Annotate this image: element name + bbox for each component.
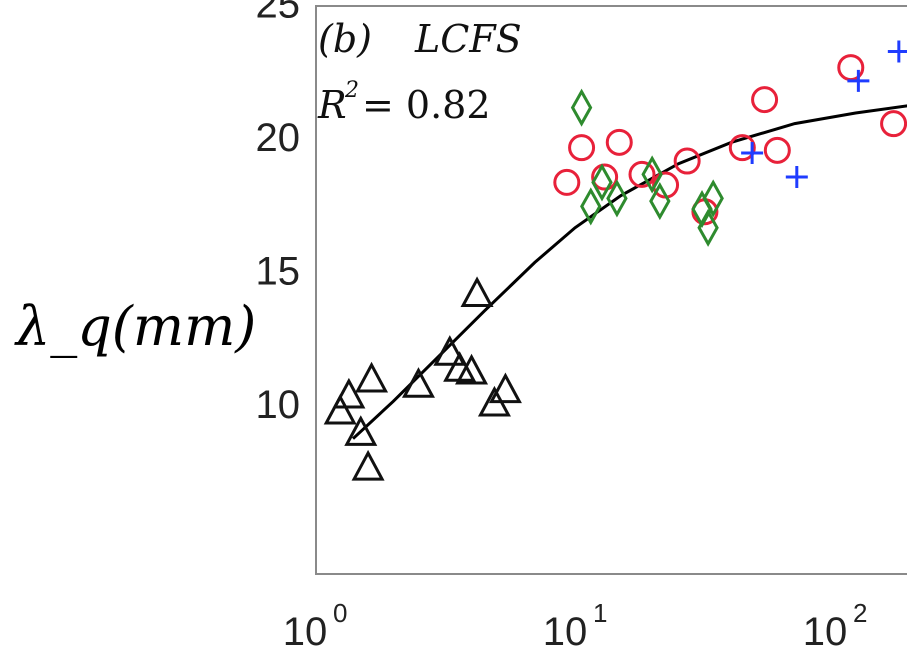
triangle-point	[332, 377, 366, 409]
circle-point	[728, 134, 756, 162]
plus-point	[741, 142, 764, 165]
annotations: (b) LCFS R 2 = 0.82	[317, 17, 522, 127]
circle-point	[628, 160, 656, 188]
plus-point	[785, 166, 808, 189]
circle-point	[591, 163, 619, 191]
y-tick-label: 20	[256, 116, 301, 160]
axes-frame	[315, 5, 907, 575]
y-tick-label: 10	[256, 383, 301, 427]
triangle-point	[355, 361, 389, 393]
diamond-point	[641, 155, 663, 194]
diamond-point	[580, 187, 602, 226]
circle-point	[553, 168, 581, 196]
r2-symbol: R	[317, 83, 347, 127]
fit-line-layer	[351, 104, 907, 440]
triangle-point	[351, 449, 385, 481]
x-tick-exponent: 0	[333, 598, 347, 628]
triangle-point	[488, 372, 522, 404]
circle-point	[751, 86, 779, 114]
x-tick-label: 10	[283, 610, 328, 654]
x-tick-label: 10	[803, 610, 848, 654]
circle-point	[880, 110, 907, 138]
plus-point	[887, 40, 907, 63]
x-tick-label: 10	[543, 610, 588, 654]
circle-point	[763, 136, 791, 164]
circle-point	[605, 128, 633, 156]
r2-value: = 0.82	[362, 83, 491, 127]
triangle-point	[323, 393, 357, 425]
y-axis-label: λ_q(mm)	[14, 295, 256, 358]
y-tick-labels: 10 15 20 25	[256, 0, 301, 427]
y-tick-label: 25	[256, 0, 301, 27]
triangle-point	[344, 415, 378, 446]
markers-layer	[323, 40, 907, 481]
triangle-point	[460, 276, 494, 308]
plus-point	[847, 69, 870, 92]
diamond-point	[591, 163, 613, 202]
panel-label: (b)	[318, 17, 372, 61]
x-tick-exponent: 1	[593, 598, 607, 628]
diamond-point	[570, 88, 593, 127]
region-label: LCFS	[414, 17, 522, 61]
triangle-point	[401, 367, 435, 398]
plot-area	[315, 5, 907, 575]
diamond-point	[697, 208, 719, 247]
diamond-point	[606, 179, 628, 218]
circle-point	[673, 147, 701, 175]
diamond-point	[649, 182, 671, 221]
diamond-point	[702, 179, 724, 218]
r2-exponent: 2	[344, 78, 359, 103]
circle-point	[568, 134, 596, 162]
x-tick-exponent: 2	[853, 598, 867, 628]
triangle-point	[433, 335, 467, 366]
y-tick-label: 15	[256, 250, 301, 294]
fit-curve	[351, 104, 907, 440]
x-tick-labels: 10 0 10 1 10 2	[283, 598, 868, 654]
triangle-point	[455, 353, 489, 385]
